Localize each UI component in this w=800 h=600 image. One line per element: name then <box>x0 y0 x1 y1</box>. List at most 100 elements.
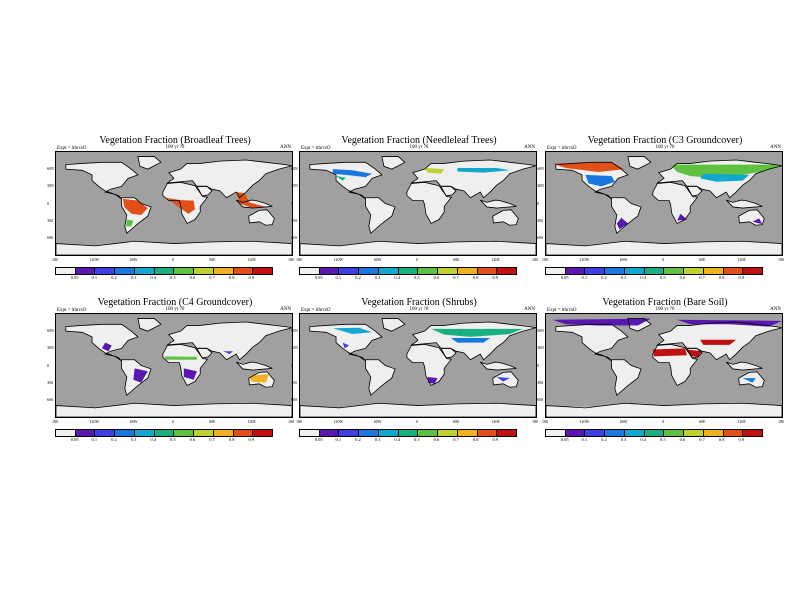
colorbar-label: 0.3 <box>620 437 627 442</box>
coastline-ar <box>686 185 703 197</box>
colorbar <box>55 429 273 437</box>
colorbar-label: 0.8 <box>228 275 235 280</box>
lon-tick-label: 60W <box>619 257 628 262</box>
colorbar-label: 0.7 <box>209 437 215 442</box>
colorbar-swatch <box>300 268 320 274</box>
colorbar-label: 0.3 <box>130 437 137 442</box>
land-an <box>56 241 292 255</box>
lon-tick-label: 180 <box>288 257 294 262</box>
colorbar-label: 0.5 <box>660 275 666 280</box>
colorbar-label: 0.5 <box>414 275 420 280</box>
lat-tick-label: 60S <box>291 234 298 240</box>
field-region <box>752 218 763 225</box>
colorbar-label: 0.8 <box>718 437 725 442</box>
coastline-af <box>652 181 699 225</box>
colorbar-swatch <box>703 268 724 274</box>
lat-tick-label: 60S <box>47 396 54 402</box>
coastline-sea <box>725 199 763 209</box>
land-gr <box>627 156 651 170</box>
colorbar-label: 0.5 <box>170 275 176 280</box>
colorbar-label: 0.9 <box>248 437 255 442</box>
coastline-na <box>309 161 383 200</box>
land-na <box>65 162 138 199</box>
field-region <box>616 217 628 230</box>
colorbar-label: 0.9 <box>492 437 499 442</box>
land-sa <box>365 359 396 396</box>
coastline-sa <box>365 197 396 234</box>
coastline-au <box>738 209 765 226</box>
colorbar-swatch <box>585 268 606 274</box>
colorbar-label: 0.7 <box>453 437 459 442</box>
colorbar-label: 0.5 <box>660 437 666 442</box>
lon-tick-label: 60E <box>453 419 460 424</box>
coastline-gr <box>627 156 652 170</box>
land-ar <box>196 348 213 359</box>
colorbar-label: 0.05 <box>70 437 79 442</box>
colorbar-label: 0.05 <box>314 437 323 442</box>
colorbar-label: 0.9 <box>248 275 255 280</box>
colorbar-swatch <box>75 268 96 274</box>
map-panel-c4-groundcover: Vegetation Fraction (C4 Groundcover) Exp… <box>47 297 295 447</box>
season-label: ANN <box>280 145 291 150</box>
lon-tick-label: 60E <box>209 419 216 424</box>
colorbar-swatch <box>319 430 340 436</box>
colorbar-label: 0.2 <box>111 275 117 280</box>
lat-tick-label: 30N <box>291 345 298 351</box>
colorbar-label: 0.4 <box>640 437 646 442</box>
lat-tick-label: 60S <box>47 234 54 240</box>
colorbar-swatch <box>115 430 135 436</box>
colorbar-swatch <box>477 430 498 436</box>
coastline-ar <box>440 347 457 359</box>
colorbar <box>545 267 763 275</box>
colorbar-swatch <box>174 430 195 436</box>
colorbar-swatch <box>398 430 419 436</box>
land-au <box>248 209 275 226</box>
lon-tick-label: 120W <box>89 419 100 424</box>
colorbar <box>55 267 273 275</box>
lat-tick-label: 60N <box>537 166 544 172</box>
lon-tick-label: 180 <box>778 257 784 262</box>
land-gr <box>137 318 161 332</box>
colorbar-swatch <box>213 430 234 436</box>
colorbar-swatch <box>154 268 175 274</box>
season-label: ANN <box>770 145 781 150</box>
field-region <box>450 338 491 343</box>
coastline-na <box>309 323 383 362</box>
colorbar-swatch <box>565 268 586 274</box>
colorbar-label: 0.6 <box>679 275 686 280</box>
lon-tick-label: 60W <box>373 419 382 424</box>
lon-tick-label: 60W <box>373 257 382 262</box>
colorbar-labels: 0.05 0.1 0.2 0.3 0.4 0.5 0.6 0.7 0.8 0.9 <box>545 275 763 281</box>
lon-tick-label: 0 <box>172 257 174 262</box>
colorbar <box>299 429 517 437</box>
lat-tick-label: 60S <box>291 396 298 402</box>
colorbar-label: 0.3 <box>374 437 381 442</box>
colorbar-swatch <box>95 430 116 436</box>
panel-subtitle: 100 yr ?0 <box>409 307 429 312</box>
coastline-na <box>555 161 629 200</box>
land-sa <box>365 197 396 234</box>
land-eu <box>167 322 292 360</box>
colorbar-label: 0.3 <box>620 275 627 280</box>
coastline-na <box>555 323 629 362</box>
panel-subtitle: 100 yr ?0 <box>655 145 675 150</box>
colorbar-swatch <box>174 268 195 274</box>
colorbar-label: 0.05 <box>70 275 79 280</box>
field-region <box>700 173 750 182</box>
lat-tick-label: 0 <box>537 200 539 206</box>
colorbar-swatch <box>546 268 566 274</box>
colorbar-swatch <box>253 268 273 274</box>
colorbar-swatch <box>684 430 704 436</box>
map-panel-c3-groundcover: Vegetation Fraction (C3 Groundcover) Exp… <box>537 135 785 285</box>
field-region <box>552 318 651 326</box>
colorbar-label: 0.1 <box>335 275 342 280</box>
colorbar-swatch <box>56 268 76 274</box>
lon-tick-label: 120W <box>579 257 590 262</box>
land-an <box>300 241 536 255</box>
lat-tick-label: 0 <box>47 362 49 368</box>
colorbar-label: 0.05 <box>560 437 569 442</box>
lon-tick-label: 0 <box>662 419 664 424</box>
colorbar-swatch <box>703 430 724 436</box>
colorbar-swatch <box>75 430 96 436</box>
colorbar-label: 0.2 <box>111 437 117 442</box>
